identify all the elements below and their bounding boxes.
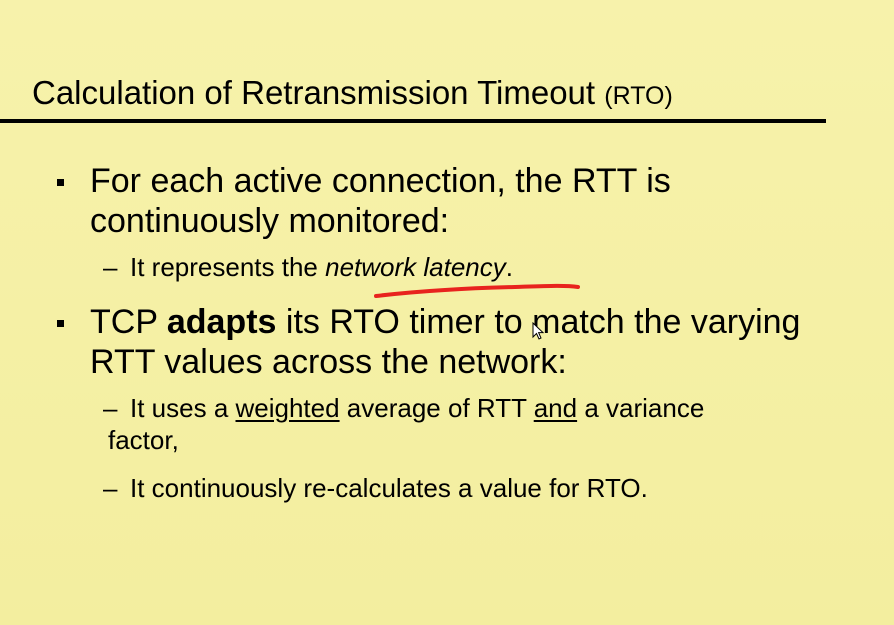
sub-bullet-1-1-prefix: It represents the bbox=[130, 252, 326, 282]
bullet-2-post: its RTO timer to match the varying bbox=[276, 303, 801, 341]
weighted-underlined: weighted bbox=[235, 393, 340, 423]
slide-title: Calculation of Retransmission Timeout (R… bbox=[32, 74, 673, 112]
bullet-1-line-2: continuously monitored: bbox=[90, 202, 450, 240]
sub-bullet-2-1: It uses a weighted average of RTT and a … bbox=[130, 392, 704, 424]
sub-bullet-dash-1: – bbox=[103, 252, 118, 282]
and-underlined: and bbox=[533, 393, 578, 423]
sub-bullet-dash-2: – bbox=[103, 393, 118, 423]
bullet-2-line-1: TCP adapts its RTO timer to match the va… bbox=[90, 302, 800, 342]
bullet-1: For each active connection, the RTT is c… bbox=[90, 161, 671, 241]
sub-bullet-2-1-p3: a variance bbox=[577, 393, 705, 423]
bullet-1-line-1: For each active connection, the RTT is bbox=[90, 162, 671, 200]
title-underline-rule bbox=[0, 119, 826, 123]
sub-bullet-2-1-p1: It uses a bbox=[130, 393, 236, 423]
sub-bullet-2-1-line-1: It uses a weighted average of RTT and a … bbox=[130, 392, 704, 424]
network-latency-emphasis: network latency bbox=[325, 252, 506, 282]
sub-bullet-dash-3: – bbox=[103, 473, 118, 503]
bullet-2-bold: adapts bbox=[166, 303, 277, 341]
mouse-pointer-icon bbox=[532, 322, 545, 340]
sub-bullet-1-1-suffix: . bbox=[505, 252, 513, 282]
bullet-marker-2 bbox=[57, 320, 64, 327]
slide-title-abbr: (RTO) bbox=[604, 82, 673, 110]
sub-bullet-1-1: It represents the network latency. bbox=[130, 251, 513, 283]
bullet-2: TCP adapts its RTO timer to match the va… bbox=[90, 302, 800, 382]
bullet-2-line-2: RTT values across the network: bbox=[90, 343, 567, 381]
bullet-marker-1 bbox=[57, 179, 64, 186]
sub-bullet-2-1-p2: average of RTT bbox=[339, 393, 534, 423]
sub-bullet-2-1-line-2: factor, bbox=[108, 425, 179, 455]
sub-bullet-2-2: It continuously re-calculates a value fo… bbox=[130, 473, 648, 503]
slide-title-main: Calculation of Retransmission Timeout bbox=[32, 74, 596, 111]
bullet-2-pre: TCP bbox=[90, 303, 167, 341]
